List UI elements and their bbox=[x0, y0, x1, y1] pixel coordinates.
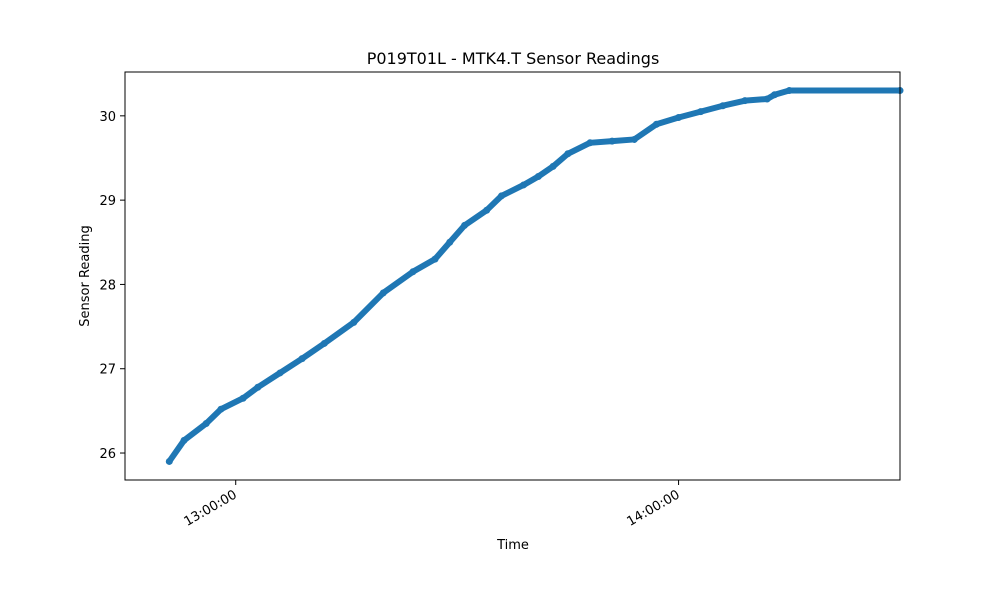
plot-area-frame bbox=[124, 71, 901, 481]
data-point bbox=[446, 238, 454, 246]
data-point bbox=[298, 355, 306, 363]
y-tick-label: 26 bbox=[99, 447, 116, 462]
data-point bbox=[608, 137, 616, 145]
data-point bbox=[431, 255, 439, 263]
data-point bbox=[483, 206, 491, 214]
y-tick-label: 27 bbox=[99, 363, 116, 378]
data-point bbox=[534, 173, 542, 181]
data-point bbox=[697, 108, 705, 116]
y-axis-label: Sensor Reading bbox=[78, 225, 93, 326]
data-point bbox=[461, 221, 469, 229]
data-point bbox=[320, 339, 328, 347]
data-points bbox=[165, 87, 904, 465]
data-point bbox=[217, 405, 225, 413]
data-point bbox=[652, 120, 660, 128]
data-point bbox=[771, 91, 779, 99]
data-point bbox=[379, 289, 387, 297]
data-point bbox=[549, 162, 557, 170]
data-point bbox=[497, 192, 505, 200]
data-point bbox=[763, 95, 771, 103]
data-point bbox=[630, 135, 638, 143]
data-point bbox=[675, 114, 683, 122]
x-axis-label: Time bbox=[496, 538, 529, 553]
data-point bbox=[409, 268, 417, 276]
data-point bbox=[785, 87, 793, 95]
data-point bbox=[180, 436, 188, 444]
data-point bbox=[719, 102, 727, 110]
y-tick-label: 28 bbox=[99, 278, 116, 293]
data-point bbox=[741, 97, 749, 105]
y-tick-label: 30 bbox=[99, 110, 116, 125]
data-point bbox=[564, 150, 572, 158]
chart-title: P019T01L - MTK4.T Sensor Readings bbox=[367, 49, 660, 68]
y-axis-ticks: 26 27 28 29 30 bbox=[99, 110, 125, 462]
data-point bbox=[520, 181, 528, 189]
data-point bbox=[239, 394, 247, 402]
data-point bbox=[350, 318, 358, 326]
data-point bbox=[202, 420, 210, 428]
y-tick-label: 29 bbox=[99, 194, 116, 209]
data-point bbox=[165, 457, 173, 465]
data-point bbox=[254, 383, 262, 391]
data-point bbox=[586, 139, 594, 147]
data-point bbox=[276, 369, 284, 377]
